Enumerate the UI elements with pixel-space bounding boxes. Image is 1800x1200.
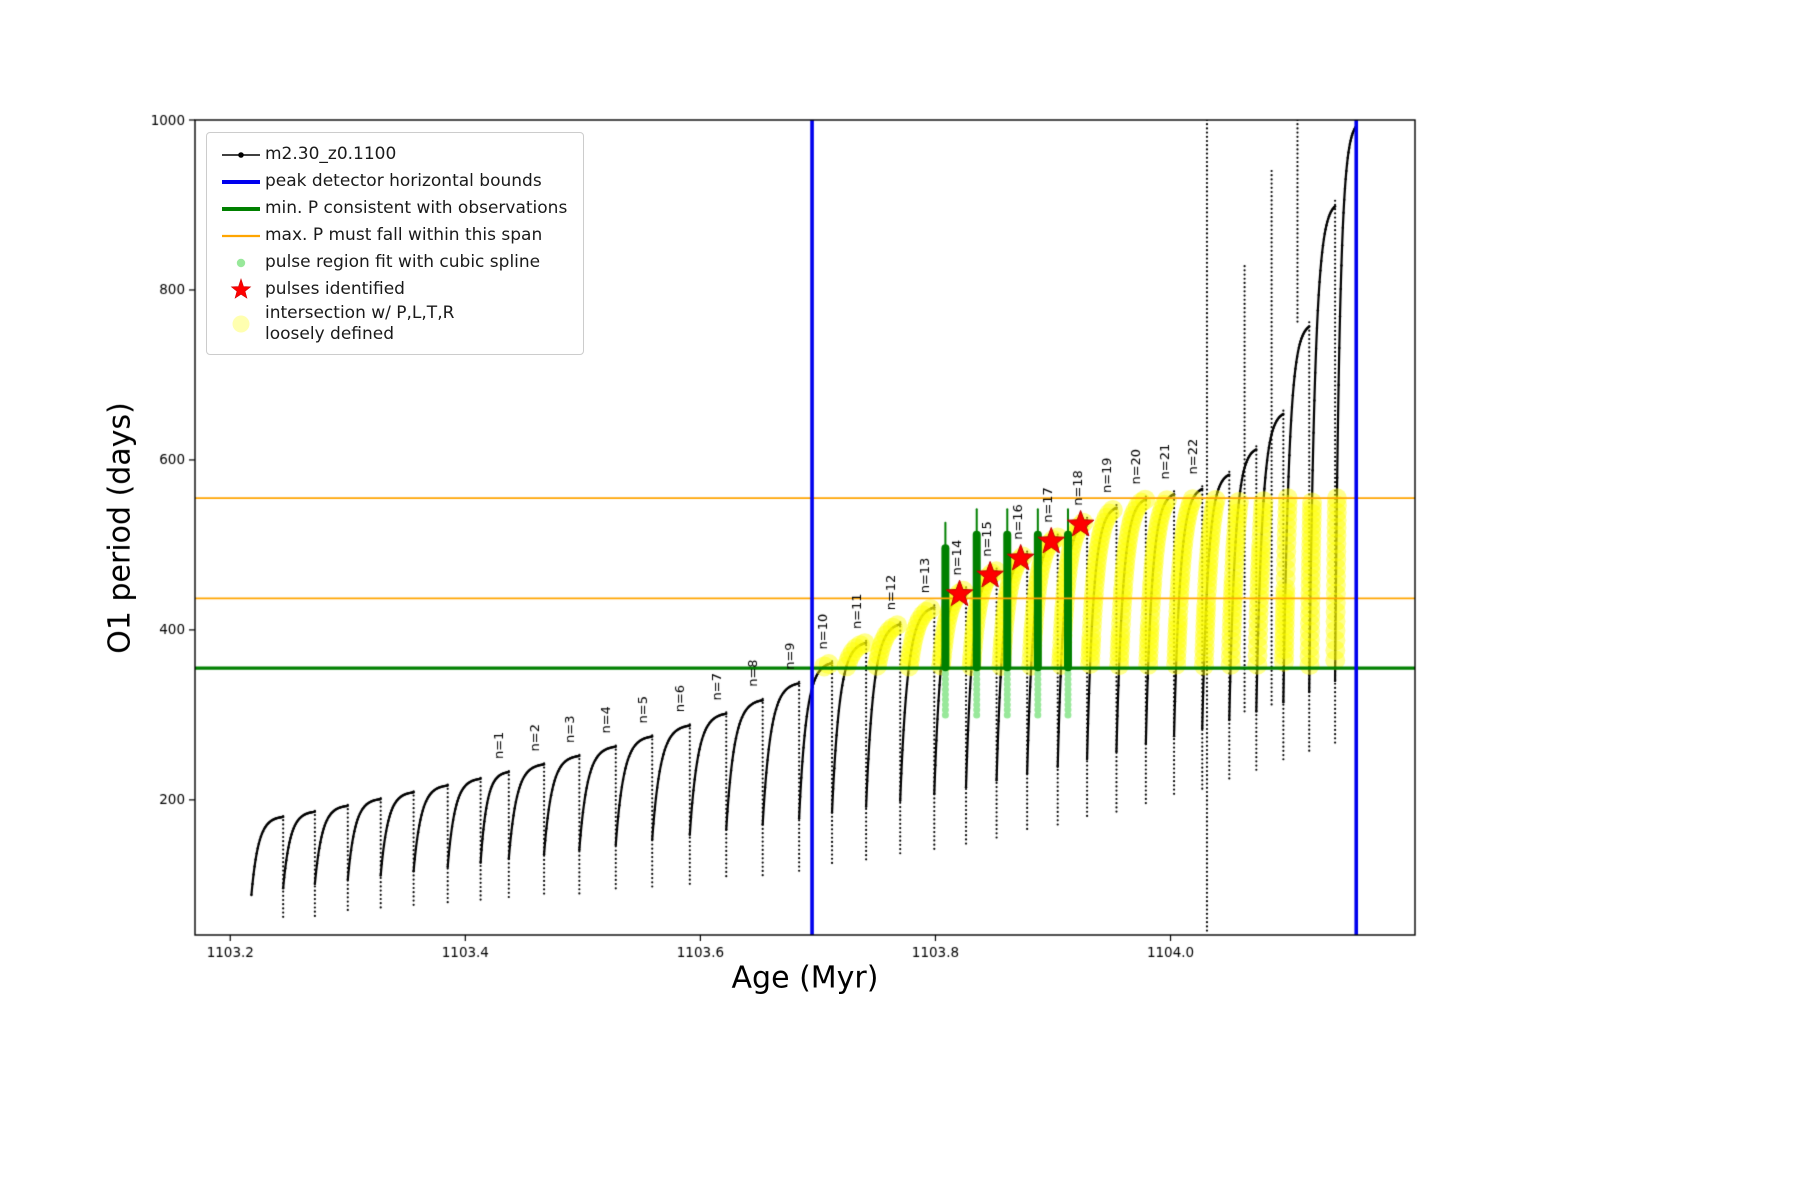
legend-label: min. P consistent with observations: [265, 197, 568, 218]
series-line-dot-icon: [217, 147, 265, 163]
red-star-icon: [217, 277, 265, 302]
legend-label: m2.30_z0.1100: [265, 143, 397, 164]
legend-item-intersection: intersection w/ P,L,T,R loosely defined: [217, 303, 567, 346]
legend-label: pulses identified: [265, 278, 405, 299]
green-line-icon: [217, 201, 265, 217]
legend-item-pulse-fit: pulse region fit with cubic spline: [217, 249, 567, 276]
yellow-dot-icon: [217, 312, 265, 336]
legend-item-pulses-identified: pulses identified: [217, 276, 567, 303]
legend-label: pulse region fit with cubic spline: [265, 251, 541, 272]
legend-item-series: m2.30_z0.1100: [217, 141, 567, 168]
legend-label: max. P must fall within this span: [265, 224, 543, 245]
legend-item-max-p: max. P must fall within this span: [217, 222, 567, 249]
x-axis-label: Age (Myr): [731, 960, 879, 996]
legend: m2.30_z0.1100 peak detector horizontal b…: [206, 132, 585, 355]
legend-item-peak-bounds: peak detector horizontal bounds: [217, 168, 567, 195]
orange-line-icon: [217, 228, 265, 244]
legend-label: peak detector horizontal bounds: [265, 170, 542, 191]
blue-line-icon: [217, 174, 265, 190]
legend-item-min-p: min. P consistent with observations: [217, 195, 567, 222]
legend-label: intersection w/ P,L,T,R loosely defined: [265, 303, 455, 345]
y-axis-label: O1 period (days): [102, 402, 138, 654]
lightgreen-dot-icon: [217, 255, 265, 271]
